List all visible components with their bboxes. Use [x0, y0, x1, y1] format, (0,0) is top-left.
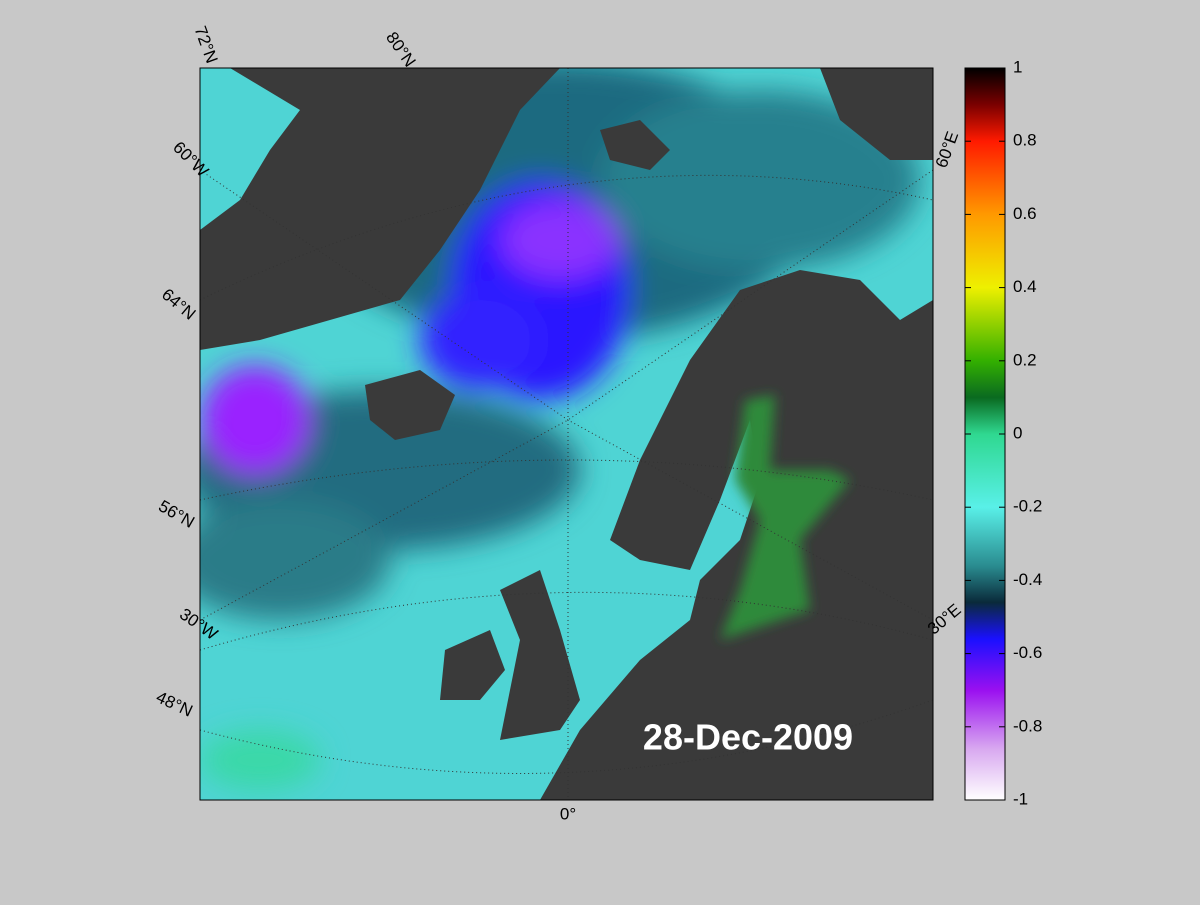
colorbar-tick-label: -0.6: [1013, 643, 1042, 662]
colorbar-tick-label: 0: [1013, 423, 1022, 442]
colorbar-tick-label: 0.8: [1013, 131, 1037, 150]
greenland: [200, 68, 560, 350]
iceland: [365, 370, 455, 440]
graticule-label: 60°E: [932, 129, 963, 170]
colorbar-tick-label: -0.8: [1013, 716, 1042, 735]
graticule-label: 80°N: [382, 28, 419, 70]
ireland: [440, 630, 505, 700]
graticule-label: 0°: [560, 804, 576, 823]
colorbar-tick-label: 1: [1013, 57, 1022, 76]
graticule-label: 56°N: [155, 496, 197, 531]
colorbar-tick-label: -1: [1013, 789, 1028, 808]
graticule-label: 72°N: [191, 24, 222, 66]
graticule-label: 64°N: [158, 285, 199, 324]
novaya-zemlya: [820, 68, 933, 160]
great-britain: [500, 570, 580, 740]
map-frame: [199, 67, 934, 801]
land: [200, 68, 933, 800]
map: [200, 68, 933, 800]
graticule-label: 48°N: [153, 687, 195, 720]
colorbar-tick-label: 0.6: [1013, 204, 1037, 223]
scandinavia-europe: [540, 270, 933, 800]
colorbar-tick-label: -0.4: [1013, 570, 1042, 589]
graticule: [200, 68, 933, 800]
date-label: 28-Dec-2009: [643, 717, 853, 758]
colorbar-tick-label: 0.4: [1013, 277, 1037, 296]
anomaly-field: [200, 68, 920, 790]
svalbard: [600, 120, 670, 170]
baltic: [720, 395, 850, 640]
colorbar-tick-label: -0.2: [1013, 497, 1042, 516]
colorbar-tick-label: 0.2: [1013, 350, 1037, 369]
